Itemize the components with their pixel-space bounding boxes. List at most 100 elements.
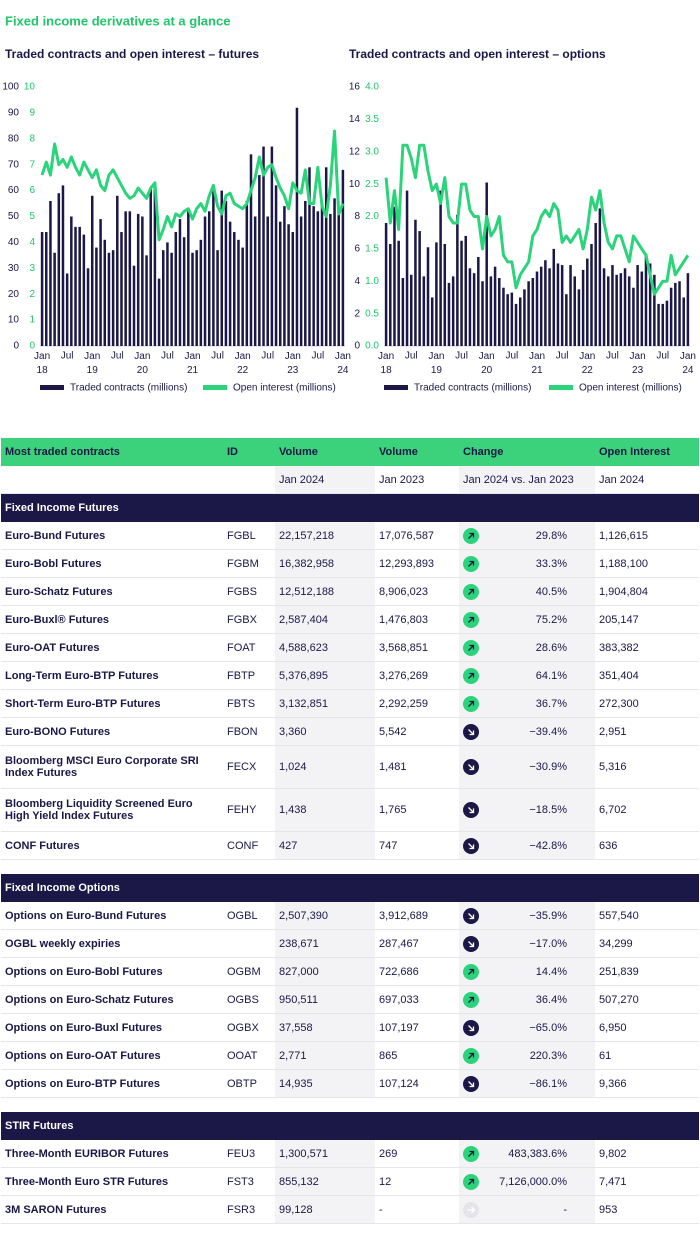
bar [207, 211, 211, 346]
bar [270, 146, 274, 346]
change-cell: 29.8% [459, 522, 595, 550]
change: −17.0% [463, 935, 591, 952]
spacer [1, 860, 699, 875]
cell: Options on Euro-Schatz Futures [1, 985, 223, 1014]
y-tick-label: 20 [8, 289, 20, 300]
bar [443, 244, 447, 346]
x-tick-label: Jul [656, 351, 669, 362]
cell: 3,276,269 [375, 661, 459, 690]
cell: 8,906,023 [375, 577, 459, 606]
change: −65.0% [463, 1019, 591, 1036]
change-value: 64.1% [535, 669, 567, 682]
table-row: Short-Term Euro-BTP Futures FBTS 3,132,851… [1, 689, 699, 718]
cell: FBTS [223, 689, 275, 718]
table-row: Euro-OAT Futures FOAT 4,588,623 3,568,851 28… [1, 633, 699, 662]
chart-title: Traded contracts and open interest – fut… [5, 47, 259, 61]
cell: 12 [375, 1167, 459, 1196]
bar [405, 190, 409, 346]
bar [258, 175, 261, 346]
bar [162, 250, 165, 346]
change-cell: 7,126,000.0% [459, 1167, 595, 1196]
change-icon [463, 963, 479, 980]
spacer [1, 1098, 699, 1113]
y2-tick-label: 10 [24, 82, 36, 93]
bar [590, 244, 593, 346]
change-value: −30.9% [529, 761, 567, 773]
bar [611, 265, 614, 346]
bar [389, 244, 392, 346]
bar [439, 190, 442, 346]
change: 36.7% [463, 695, 591, 712]
bar [414, 219, 417, 346]
change: 14.4% [463, 963, 591, 980]
cell: 9,366 [595, 1069, 699, 1098]
y2-tick-label: 1 [29, 315, 35, 326]
y2-tick-label: 2.0 [365, 211, 379, 222]
cell: 3,360 [275, 717, 375, 746]
spacer-row [1, 860, 699, 875]
cell: 2,587,404 [275, 605, 375, 634]
table-row: CONF Futures CONF 427 747 −42.8% 636 [1, 831, 699, 860]
bar [678, 281, 681, 346]
x-tick-label: Jul [455, 351, 468, 362]
y2-tick-label: 1.5 [365, 244, 379, 255]
table-body: Most traded contracts ID Volume Volume Chang… [1, 438, 699, 1224]
y2-tick-label: 0.5 [365, 308, 379, 319]
bar [409, 274, 413, 346]
bar [506, 294, 509, 346]
bar [95, 247, 98, 346]
change-value: 36.7% [535, 697, 567, 710]
y-tick-label: 2 [354, 308, 360, 319]
bar [627, 276, 631, 346]
change: 36.4% [463, 991, 591, 1008]
change-value: 29.8% [535, 529, 567, 542]
change-value: 483,383.6% [508, 1147, 567, 1160]
bar [212, 188, 215, 346]
icon-arrow [468, 616, 475, 623]
cell: 34,299 [595, 929, 699, 958]
bar [665, 300, 669, 346]
y2-tick-label: 1.0 [365, 276, 379, 287]
cell: 107,124 [375, 1069, 459, 1098]
cell: 855,132 [275, 1167, 375, 1196]
change-icon [463, 639, 479, 656]
legend-swatch [549, 385, 573, 390]
x-tick-label: Jul [161, 351, 174, 362]
table-row: Euro-BONO Futures FBON 3,360 5,542 −39.4% 2,9… [1, 717, 699, 746]
icon-arrow [468, 700, 475, 707]
bar [477, 256, 480, 346]
cell: Short-Term Euro-BTP Futures [1, 689, 223, 718]
cell: CONF [223, 831, 275, 860]
change-cell: −39.4% [459, 717, 595, 746]
change-cell: 14.4% [459, 957, 595, 986]
x-tick-label: Jan 20 [134, 351, 150, 376]
bar [283, 206, 286, 346]
change-icon [463, 907, 479, 924]
bar [674, 282, 677, 346]
cell [223, 929, 275, 958]
x-tick-label: Jul [261, 351, 274, 362]
bar [648, 263, 652, 346]
y2-tick-label: 2.5 [365, 179, 379, 190]
cell [1, 466, 223, 494]
cell: FGBX [223, 605, 275, 634]
legend-label: Open interest (millions) [579, 383, 682, 394]
cell: 107,197 [375, 1013, 459, 1042]
cell: FOAT [223, 633, 275, 662]
bar [78, 226, 81, 346]
bar [644, 253, 648, 346]
change-cell: 220.3% [459, 1041, 595, 1070]
x-tick-label: Jan 23 [630, 351, 646, 376]
cell: 1,476,803 [375, 605, 459, 634]
section-title: STIR Futures [1, 1112, 699, 1140]
change-icon [463, 695, 479, 712]
bar [262, 146, 265, 346]
bar [253, 216, 257, 346]
bar [57, 193, 61, 346]
bar [619, 273, 623, 346]
change: −86.1% [463, 1075, 591, 1092]
bar [128, 211, 132, 346]
bar [586, 258, 589, 346]
change-cell: 36.4% [459, 985, 595, 1014]
bar [569, 265, 572, 346]
